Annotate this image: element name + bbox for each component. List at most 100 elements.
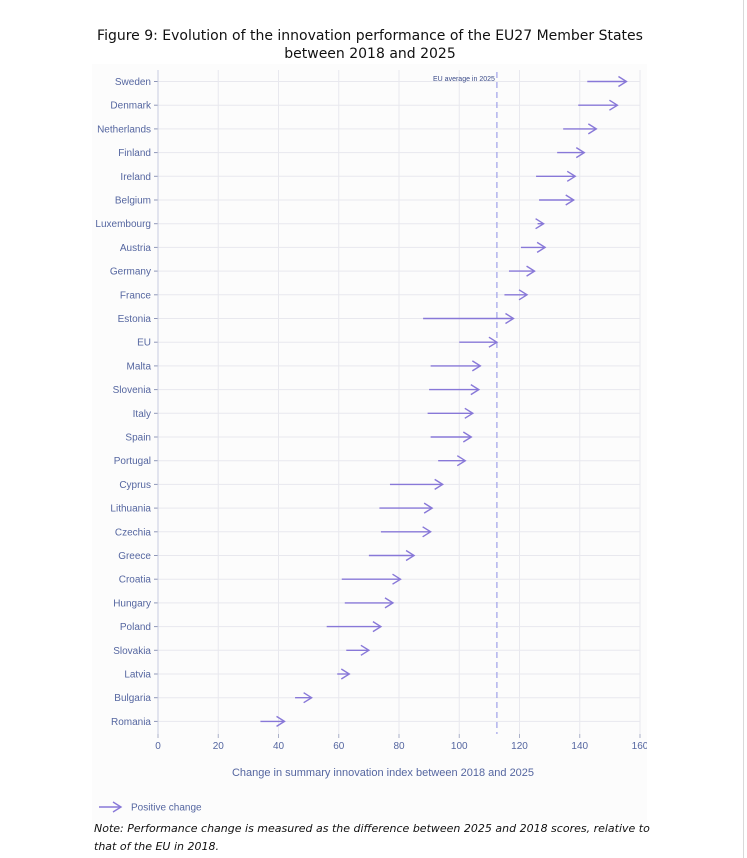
arrow-poland xyxy=(326,621,383,633)
y-tick-label: Germany xyxy=(110,267,151,278)
y-tick-label: Hungary xyxy=(113,598,151,609)
y-tick-label: Malta xyxy=(127,361,152,372)
arrow-hungary xyxy=(344,597,395,609)
arrow-head xyxy=(609,99,619,111)
arrow-sweden xyxy=(587,75,628,88)
arrow-head xyxy=(360,644,371,656)
arrow-head xyxy=(536,241,547,253)
y-tick-label: Czechia xyxy=(115,527,152,538)
arrow-head xyxy=(372,621,383,633)
x-tick-label: 40 xyxy=(273,741,285,752)
arrow-head xyxy=(456,455,467,467)
arrow-romania xyxy=(260,715,286,727)
y-tick-label: Portugal xyxy=(114,456,151,467)
arrow-head xyxy=(575,147,586,159)
y-tick-label: Croatia xyxy=(119,575,152,586)
arrow-head xyxy=(112,801,123,813)
figure-title: Figure 9: Evolution of the innovation pe… xyxy=(97,28,643,62)
y-tick-label: Italy xyxy=(133,409,151,420)
figure-note: Note: Performance change is measured as … xyxy=(94,822,650,853)
arrow-head xyxy=(340,668,351,680)
arrow-spain xyxy=(430,431,473,443)
arrow-luxembourg xyxy=(535,218,545,230)
arrow-head xyxy=(535,218,545,230)
arrow-croatia xyxy=(341,573,402,585)
y-tick-label: Greece xyxy=(118,551,151,562)
y-tick-label: Bulgaria xyxy=(114,693,151,704)
arrow-head xyxy=(470,384,481,396)
x-tick-label: 100 xyxy=(451,741,468,752)
arrow-head xyxy=(488,336,499,348)
y-tick-label: Estonia xyxy=(118,314,152,325)
arrow-head xyxy=(587,123,598,135)
y-tick-label: Denmark xyxy=(110,101,152,112)
x-tick-label: 120 xyxy=(511,741,528,752)
y-tick-label: Netherlands xyxy=(97,124,151,135)
arrow-austria xyxy=(521,241,547,253)
arrow-head xyxy=(518,289,529,301)
y-tick-label: Romania xyxy=(111,717,151,728)
x-tick-label: 20 xyxy=(213,741,225,752)
y-tick-label: Lithuania xyxy=(110,504,151,515)
arrow-head xyxy=(392,573,402,585)
y-tick-label: Finland xyxy=(118,148,151,159)
arrow-belgium xyxy=(539,194,576,206)
arrow-eu xyxy=(459,336,499,348)
y-tick-label: Spain xyxy=(125,433,151,444)
arrow-head xyxy=(434,478,445,490)
arrow-netherlands xyxy=(563,123,598,135)
arrow-france xyxy=(504,289,529,301)
y-tick-label: EU xyxy=(137,338,151,349)
arrow-head xyxy=(618,75,628,88)
y-tick-label: Ireland xyxy=(120,172,151,183)
arrow-head xyxy=(462,431,473,443)
arrow-head xyxy=(565,194,576,206)
arrow-head xyxy=(276,715,286,727)
arrow-head xyxy=(566,170,577,182)
arrow-chart: 0 20 40 60 80 100 120 140 160 Sweden Denmark Nether… xyxy=(95,70,647,814)
arrow-head xyxy=(422,526,432,538)
arrow-latvia xyxy=(337,668,351,680)
arrow-czechia xyxy=(380,526,432,538)
x-tick-label: 80 xyxy=(393,741,405,752)
y-tick-label: Slovakia xyxy=(113,646,151,657)
arrow-denmark xyxy=(578,99,619,111)
y-tick-label: Sweden xyxy=(115,77,151,88)
x-tick-label: 140 xyxy=(571,741,588,752)
arrow-slovakia xyxy=(346,644,371,656)
arrow-head xyxy=(423,502,434,514)
x-tick-label: 60 xyxy=(333,741,345,752)
eu-average-label: EU average in 2025 xyxy=(433,76,495,83)
arrow-cyprus xyxy=(389,478,445,490)
x-tick-label: 160 xyxy=(632,741,647,752)
x-axis-title: Change in summary innovation index betwe… xyxy=(232,767,534,779)
y-tick-label: France xyxy=(120,290,152,301)
arrow-ireland xyxy=(536,170,577,182)
page-edge-rule xyxy=(743,0,744,858)
y-tick-label: Luxembourg xyxy=(95,219,151,230)
legend-label: Positive change xyxy=(131,803,202,814)
arrow-estonia xyxy=(423,312,515,325)
y-tick-label: Latvia xyxy=(124,670,151,681)
arrow-germany xyxy=(508,265,536,277)
arrow-lithuania xyxy=(379,502,434,514)
arrow-portugal xyxy=(438,455,467,467)
arrow-slovenia xyxy=(429,384,481,396)
y-tick-label: Cyprus xyxy=(119,480,151,491)
arrow-malta xyxy=(430,360,482,372)
arrow-head xyxy=(303,692,313,704)
arrow-head xyxy=(405,549,416,562)
x-tick-label: 0 xyxy=(155,741,161,752)
arrow-head xyxy=(471,360,482,372)
arrow-head xyxy=(526,265,536,277)
y-tick-label: Slovenia xyxy=(113,385,152,396)
y-tick-label: Belgium xyxy=(115,196,151,207)
arrow-finland xyxy=(557,147,586,159)
y-tick-label: Poland xyxy=(120,622,151,633)
chart-panel: 0 20 40 60 80 100 120 140 160 Sweden Denmark Nether… xyxy=(92,64,647,824)
arrow-head xyxy=(505,312,515,325)
arrow-italy xyxy=(427,407,475,419)
legend-arrow-icon xyxy=(99,801,123,813)
arrow-bulgaria xyxy=(295,692,313,704)
arrow-head xyxy=(464,407,475,419)
